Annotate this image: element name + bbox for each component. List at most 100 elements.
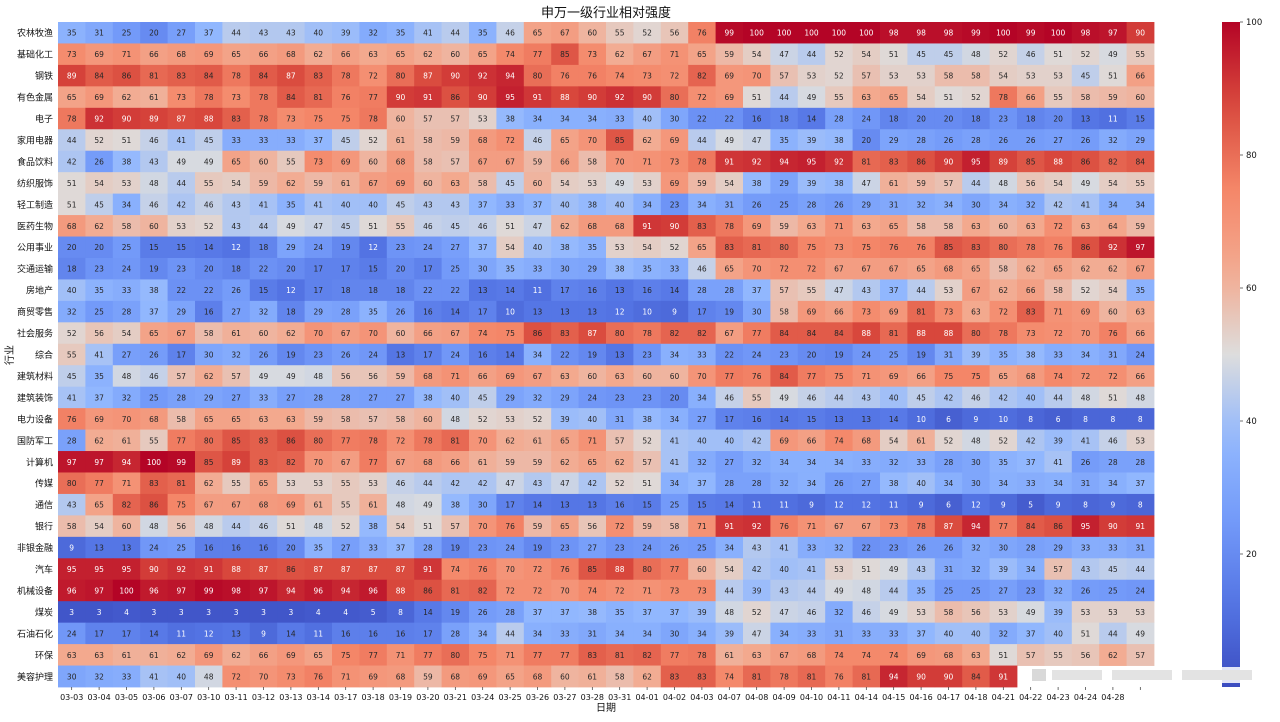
heatmap-cell (195, 300, 223, 323)
cell-value-label: 62 (642, 136, 652, 145)
heatmap-cell (195, 386, 223, 409)
cell-value-label: 12 (231, 243, 241, 252)
cell-value-label: 56 (670, 29, 680, 38)
cell-value-label: 9 (261, 629, 266, 638)
heatmap-cell (1099, 150, 1127, 173)
cell-value-label: 45 (341, 222, 351, 231)
cell-value-label: 51 (862, 565, 872, 574)
heatmap-cell (1044, 536, 1073, 559)
heatmap-cell (934, 408, 963, 430)
heatmap-cell (222, 300, 251, 323)
cell-value-label: 43 (862, 393, 872, 402)
heatmap-cell (1126, 22, 1155, 44)
heatmap-cell (770, 451, 799, 473)
cell-value-label: 38 (834, 136, 844, 145)
cell-value-label: 35 (505, 265, 515, 274)
heatmap-cell (304, 622, 333, 645)
cell-value-label: 95 (971, 157, 981, 166)
heatmap-cell (770, 408, 799, 430)
cell-value-label: 6 (1056, 415, 1061, 424)
cell-value-label: 8 (1111, 415, 1116, 424)
heatmap-cell (85, 64, 114, 87)
cell-value-label: 26 (1081, 586, 1091, 595)
heatmap-cell (1071, 472, 1100, 495)
cell-value-label: 72 (1053, 329, 1063, 338)
cell-value-label: 44 (505, 629, 515, 638)
cell-value-label: 37 (889, 286, 899, 295)
cell-value-label: 53 (286, 479, 296, 488)
cell-value-label: 62 (177, 651, 187, 660)
heatmap-cell (578, 343, 607, 366)
cell-value-label: 57 (451, 157, 461, 166)
cell-value-label: 42 (752, 565, 762, 574)
heatmap-cell (469, 279, 497, 302)
cell-value-label: 70 (314, 458, 324, 467)
heatmap-cell (660, 343, 689, 366)
cell-value-label: 42 (67, 157, 77, 166)
cell-value-label: 32 (1026, 200, 1036, 209)
cell-value-label: 66 (916, 372, 926, 381)
heatmap-cell (386, 215, 415, 237)
heatmap-cell (715, 365, 744, 388)
cell-value-label: 20 (916, 115, 926, 124)
cell-value-label: 88 (560, 93, 570, 102)
heatmap-cell (907, 579, 936, 602)
cell-value-label: 84 (204, 72, 214, 81)
cell-value-label: 78 (1026, 243, 1036, 252)
heatmap-cell (606, 22, 634, 44)
cell-value-label: 80 (999, 243, 1009, 252)
cell-value-label: 53 (999, 608, 1009, 617)
heatmap-cell (715, 43, 744, 66)
heatmap-cell (195, 558, 223, 581)
cell-value-label: 86 (533, 329, 543, 338)
heatmap-cell (140, 558, 168, 581)
cell-value-label: 91 (533, 93, 543, 102)
heatmap-cell (880, 451, 908, 473)
cell-value-label: 39 (560, 415, 570, 424)
cell-value-label: 3 (234, 608, 239, 617)
cell-value-label: 37 (752, 286, 762, 295)
cell-value-label: 24 (588, 393, 598, 402)
heatmap-cell-labels: 35 31 25 20 27 37 44 43 43 40 39 32 35 41 44 35 46 65 67 60… (67, 29, 1145, 682)
heatmap-cell (688, 451, 716, 473)
cell-value-label: 58 (944, 222, 954, 231)
heatmap-cell (934, 601, 963, 624)
cell-value-label: 89 (231, 458, 241, 467)
cell-value-label: 13 (1081, 115, 1091, 124)
cell-value-label: 16 (752, 115, 762, 124)
cell-value-label: 94 (971, 522, 981, 531)
heatmap-cell (85, 536, 114, 559)
cell-value-label: 73 (834, 243, 844, 252)
cell-value-label: 16 (396, 629, 406, 638)
heatmap-cell (85, 493, 114, 516)
heatmap-cell (797, 22, 826, 44)
heatmap-cell (825, 300, 853, 323)
cell-value-label: 45 (341, 136, 351, 145)
heatmap-cell (1099, 172, 1127, 195)
y-tick-label: 计算机 (26, 456, 53, 468)
cell-value-label: 13 (615, 286, 625, 295)
cell-value-label: 86 (1081, 243, 1091, 252)
heatmap-cell (469, 322, 497, 345)
cell-value-label: 86 (149, 501, 159, 510)
cell-value-label: 83 (560, 329, 570, 338)
cell-value-label: 18 (368, 286, 378, 295)
heatmap-cell (715, 386, 744, 409)
heatmap-cell (715, 579, 744, 602)
x-tick-label: 04-15 (882, 693, 905, 702)
heatmap-cell (715, 665, 744, 688)
heatmap-cell (934, 579, 963, 602)
heatmap-cell (907, 64, 936, 87)
heatmap-cell (606, 129, 634, 152)
heatmap-cell (140, 493, 168, 516)
heatmap-cell (112, 365, 141, 388)
cell-value-label: 85 (204, 458, 214, 467)
heatmap-cell (469, 107, 497, 130)
cell-value-label: 29 (588, 265, 598, 274)
heatmap-cell (140, 665, 168, 688)
heatmap-cell (167, 193, 196, 216)
heatmap-cell (551, 193, 579, 216)
cell-value-label: 66 (1026, 93, 1036, 102)
cell-value-label: 39 (1053, 436, 1063, 445)
heatmap-cell (797, 257, 826, 280)
